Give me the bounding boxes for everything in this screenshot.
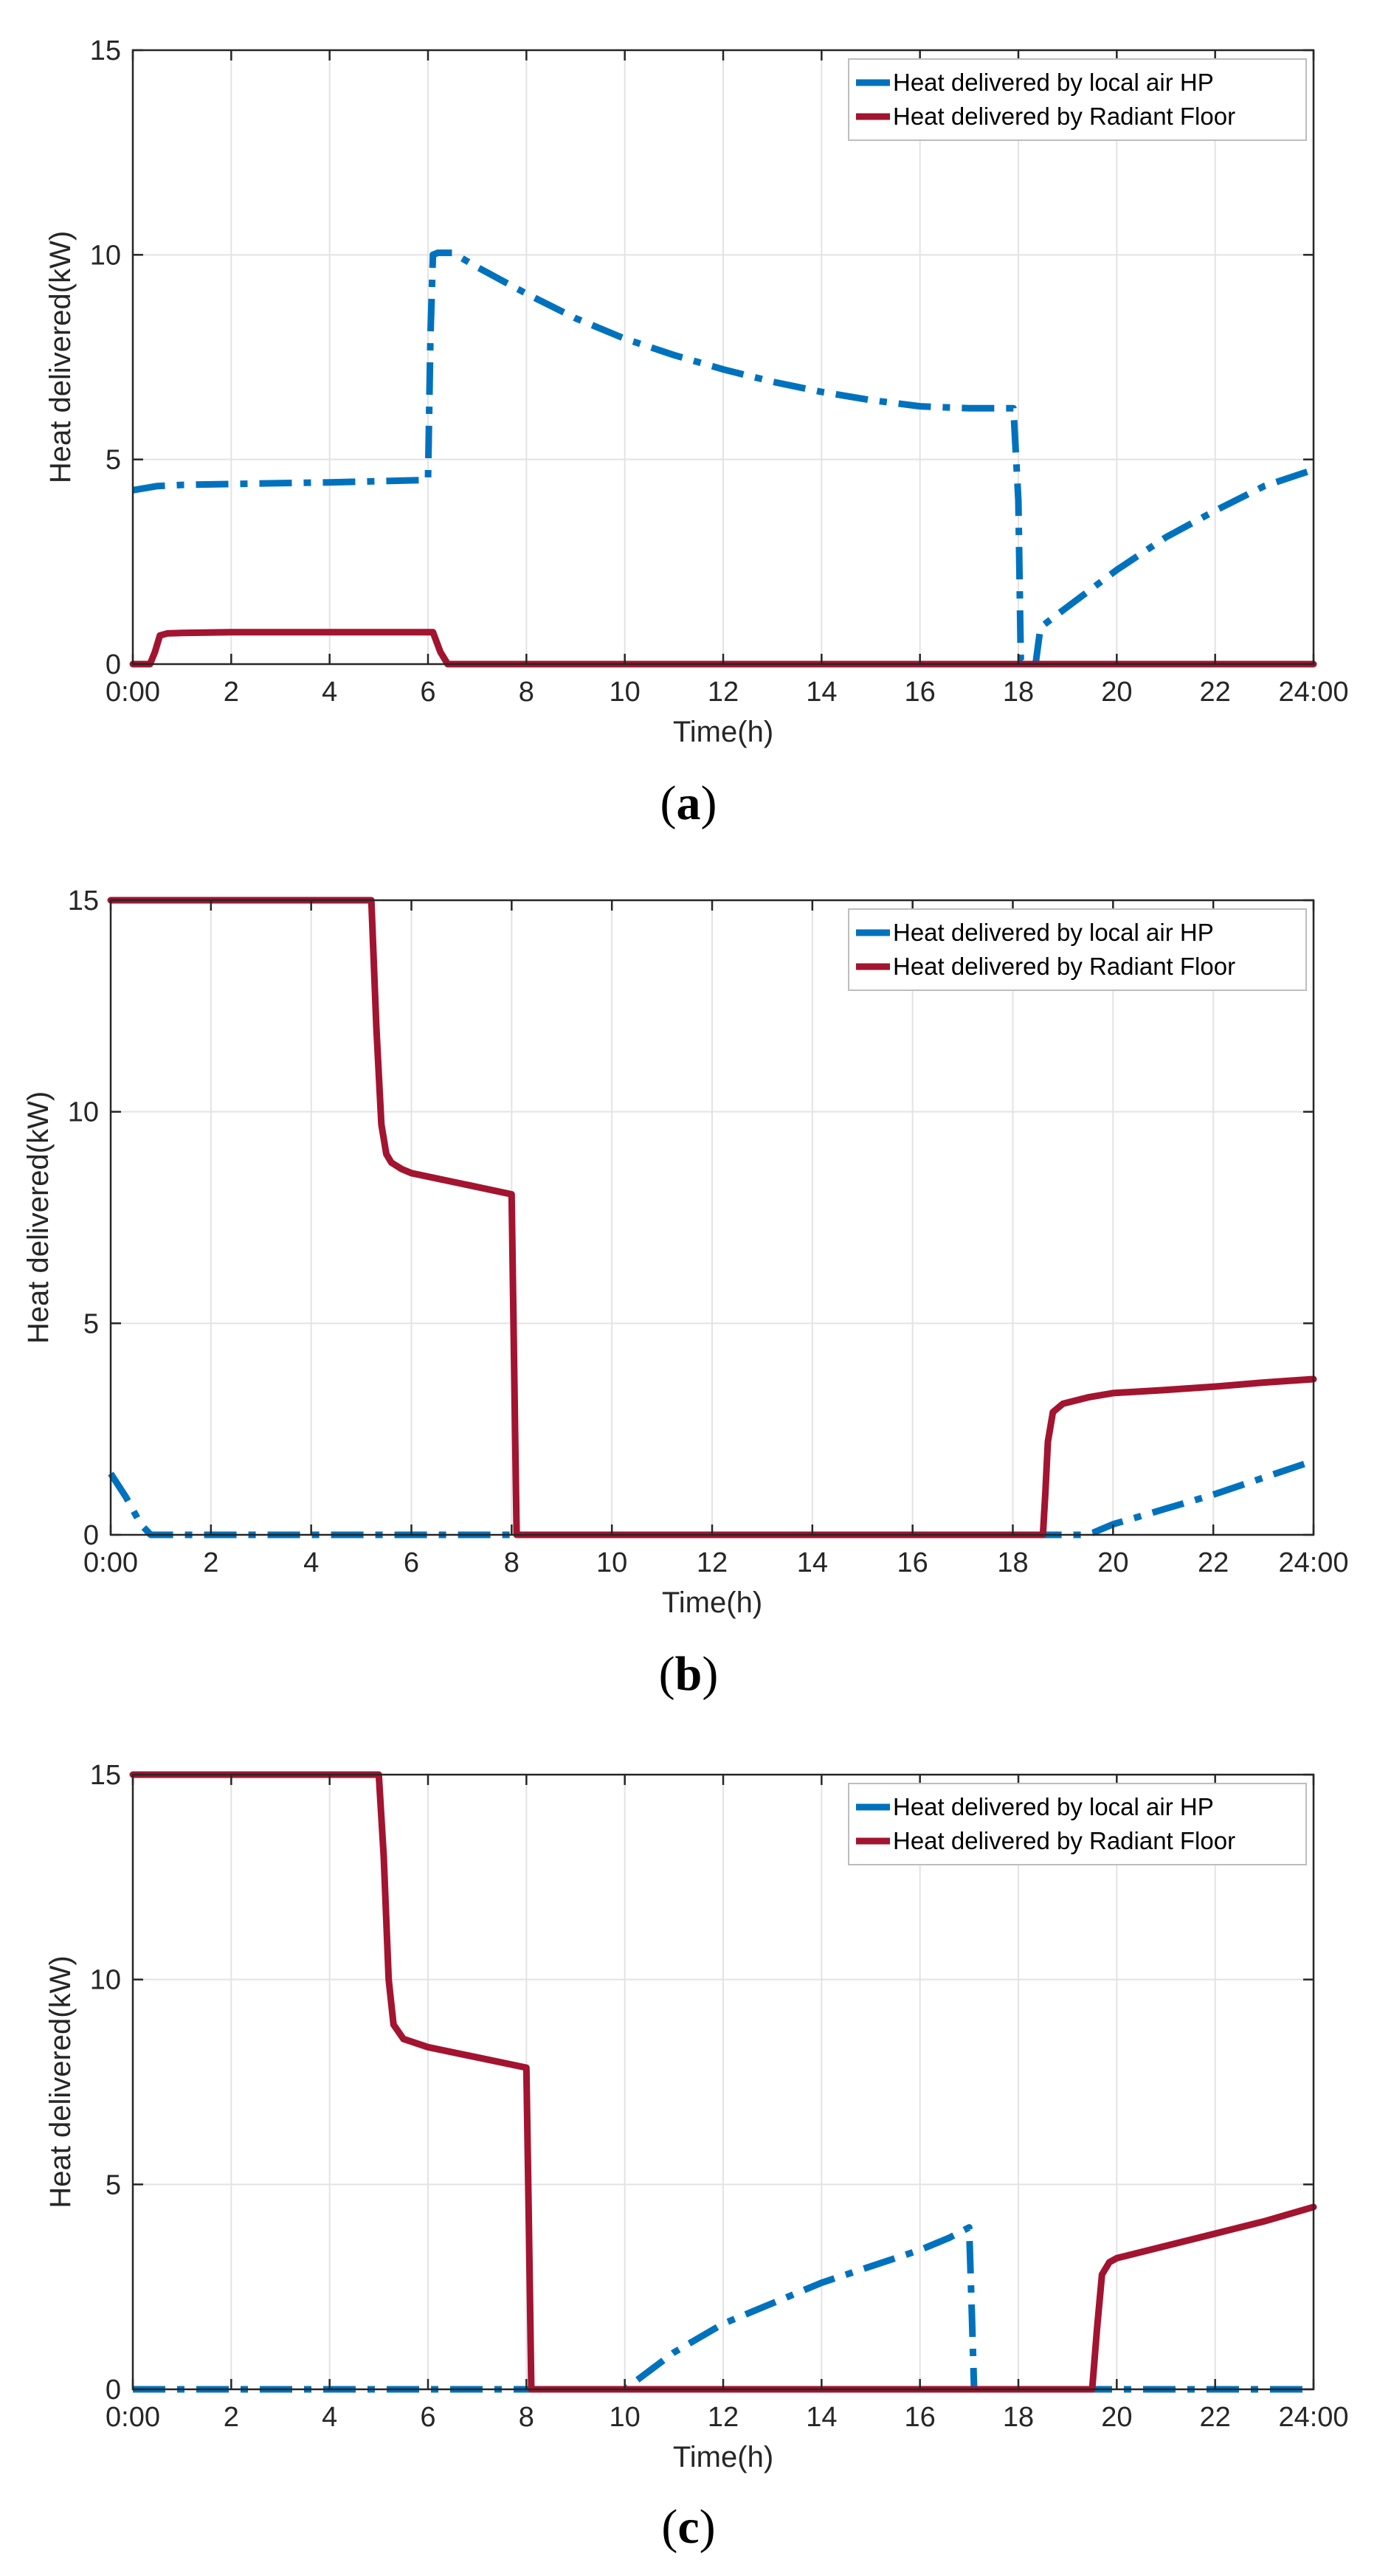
- x-tick-label: 8: [504, 1547, 520, 1578]
- x-tick-label: 6: [420, 677, 435, 708]
- x-tick-label: 12: [708, 2402, 739, 2433]
- x-tick-label: 8: [519, 677, 534, 708]
- x-tick-label: 4: [303, 1547, 319, 1578]
- x-tick-label: 10: [610, 2402, 641, 2433]
- x-tick-label: 24:00: [1278, 1547, 1348, 1578]
- y-tick-label: 15: [90, 35, 121, 66]
- x-tick-label: 10: [596, 1547, 627, 1578]
- x-axis-label: Time(h): [673, 2441, 773, 2473]
- y-tick-label: 5: [106, 2169, 121, 2200]
- legend: Heat delivered by local air HP Heat deliv…: [848, 1783, 1307, 1865]
- legend-box: [848, 908, 1307, 991]
- y-axis-label: Heat delivered(kW): [44, 231, 77, 483]
- x-axis-label: Time(h): [662, 1586, 762, 1619]
- y-tick-label: 10: [90, 240, 121, 271]
- legend-label-local-air-hp: Heat delivered by local air HP: [893, 69, 1214, 96]
- x-tick-label: 20: [1097, 1547, 1128, 1578]
- x-tick-label: 2: [224, 677, 239, 708]
- legend-box: [848, 58, 1307, 141]
- legend-label-local-air-hp: Heat delivered by local air HP: [893, 919, 1214, 946]
- x-tick-label: 2: [203, 1547, 218, 1578]
- x-tick-label: 22: [1198, 1547, 1229, 1578]
- x-tick-label: 0:00: [83, 1547, 138, 1578]
- y-tick-label: 5: [83, 1308, 99, 1339]
- legend-label-local-air-hp: Heat delivered by local air HP: [893, 1793, 1214, 1820]
- x-tick-label: 22: [1200, 2402, 1231, 2433]
- legend: Heat delivered by local air HP Heat deliv…: [848, 908, 1307, 991]
- x-tick-label: 16: [897, 1547, 928, 1578]
- x-tick-label: 0:00: [106, 2402, 160, 2433]
- y-tick-label: 5: [106, 445, 121, 476]
- panel-caption: (a): [660, 776, 717, 830]
- series-line-radiant-floor: [129, 1771, 1317, 2393]
- y-tick-label: 0: [106, 649, 121, 680]
- x-tick-label: 16: [905, 677, 936, 708]
- x-tick-label: 6: [404, 1547, 419, 1578]
- x-tick-label: 14: [806, 677, 837, 708]
- x-tick-label: 20: [1101, 677, 1132, 708]
- x-tick-label: 22: [1200, 677, 1231, 708]
- x-tick-label: 16: [905, 2402, 936, 2433]
- y-tick-label: 15: [68, 885, 99, 916]
- y-tick-label: 10: [90, 1965, 121, 1996]
- legend: Heat delivered by local air HP Heat deliv…: [848, 58, 1307, 141]
- legend-box: [848, 1783, 1307, 1865]
- legend-label-radiant-floor: Heat delivered by Radiant Floor: [893, 1827, 1235, 1854]
- y-axis-label: Heat delivered(kW): [44, 1955, 77, 2208]
- x-tick-label: 18: [1003, 2402, 1034, 2433]
- x-tick-label: 0:00: [106, 677, 160, 708]
- x-tick-label: 10: [610, 677, 641, 708]
- x-tick-label: 24:00: [1278, 677, 1348, 708]
- x-tick-label: 6: [420, 2402, 435, 2433]
- y-tick-label: 10: [68, 1097, 99, 1128]
- legend-label-radiant-floor: Heat delivered by Radiant Floor: [893, 103, 1235, 130]
- x-tick-label: 2: [224, 2402, 239, 2433]
- x-tick-label: 4: [322, 2402, 337, 2433]
- x-tick-label: 14: [806, 2402, 837, 2433]
- panel-caption: (b): [659, 1647, 719, 1701]
- x-tick-label: 14: [797, 1547, 828, 1578]
- y-axis-label: Heat delivered(kW): [22, 1091, 55, 1344]
- x-tick-label: 8: [519, 2402, 534, 2433]
- x-tick-label: 12: [708, 677, 739, 708]
- x-tick-label: 12: [697, 1547, 728, 1578]
- x-tick-label: 4: [322, 677, 337, 708]
- y-tick-label: 0: [106, 2375, 121, 2406]
- x-axis-label: Time(h): [673, 716, 773, 748]
- y-tick-label: 15: [90, 1760, 121, 1791]
- y-tick-label: 0: [83, 1520, 99, 1551]
- chart-b: 0:00 2 4 6 8 10 12 14 16 18 20 22 24:00 0 5 10 15 Time(h)…: [22, 885, 1349, 1701]
- chart-a: 0:00 2 4 6 8 10 12 14 16 18 20 22 24:00 0 5 10 15 Time(h)…: [44, 35, 1349, 830]
- x-tick-label: 18: [1003, 677, 1034, 708]
- legend-label-radiant-floor: Heat delivered by Radiant Floor: [893, 953, 1235, 980]
- series-line-local-air-hp: [132, 249, 1315, 668]
- x-tick-label: 20: [1101, 2402, 1132, 2433]
- panel-caption: (c): [661, 2500, 715, 2554]
- x-tick-label: 24:00: [1278, 2402, 1348, 2433]
- chart-c: 0:00 2 4 6 8 10 12 14 16 18 20 22 24:00 0 5 10 15 Time(h)…: [44, 1760, 1349, 2554]
- x-tick-label: 18: [997, 1547, 1028, 1578]
